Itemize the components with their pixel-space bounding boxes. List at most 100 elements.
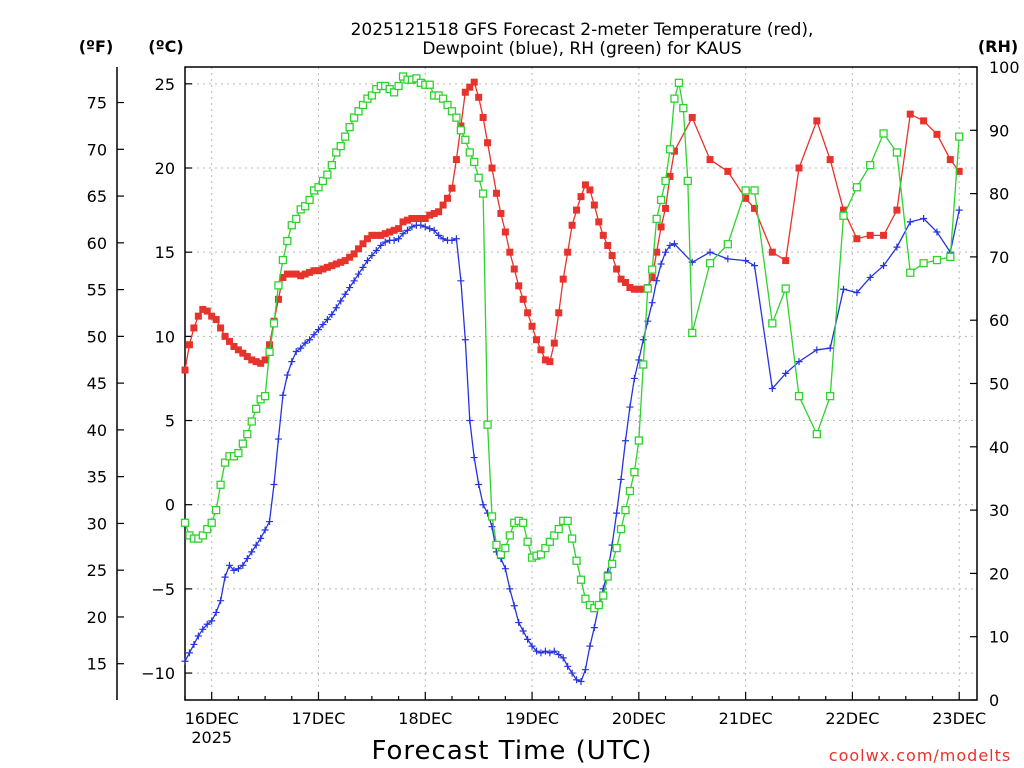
dewpoint-point <box>452 235 460 243</box>
dewpoint-point <box>546 649 554 657</box>
dewpoint-point <box>323 316 331 324</box>
series-rh <box>180 72 964 613</box>
dewpoint-point <box>430 226 438 234</box>
dewpoint-point <box>590 624 598 632</box>
dewpoint-point <box>470 454 478 462</box>
celsius-unit-label: (ºC) <box>148 37 183 56</box>
dewpoint-point <box>448 236 456 244</box>
data-series <box>180 72 964 685</box>
temperature-point <box>840 206 848 214</box>
dewpoint-point <box>742 257 750 265</box>
temperature-point <box>239 349 247 357</box>
celsius-tick-label: 20 <box>155 159 175 178</box>
fahrenheit-tick-label: 45 <box>87 374 107 393</box>
rh-point <box>656 195 666 205</box>
rh-point <box>443 100 452 110</box>
temperature-point <box>724 167 732 175</box>
dewpoint-point <box>217 597 225 605</box>
temperature-point <box>283 270 291 278</box>
rh-point <box>603 572 612 581</box>
temperature-point <box>519 295 527 303</box>
temperature-point <box>573 206 581 214</box>
temperature-point <box>372 231 380 239</box>
dewpoint-point <box>586 642 594 650</box>
rh-point <box>643 284 652 293</box>
rh-point <box>639 360 648 369</box>
temperature-point <box>359 240 367 248</box>
rh-point <box>866 160 875 170</box>
chart-subtitle: Dewpoint (blue), RH (green) for KAUS <box>422 39 741 59</box>
rh-point <box>576 575 586 584</box>
rh-point <box>336 141 345 151</box>
temperature-point <box>577 193 585 201</box>
dewpoint-point <box>564 662 572 670</box>
rh-point <box>523 537 532 546</box>
dewpoint-point <box>893 243 901 251</box>
rh-point <box>367 91 377 100</box>
temperature-point <box>604 241 612 249</box>
temperature-point <box>524 309 532 317</box>
dewpoint-point <box>826 344 834 352</box>
temperature-point <box>248 356 256 364</box>
rh-point <box>625 486 635 496</box>
dewpoint-point <box>248 548 256 556</box>
rh-point <box>274 281 283 290</box>
temperature-point <box>564 248 572 256</box>
dewpoint-point <box>501 565 509 573</box>
celsius-tick-label: −10 <box>141 664 175 683</box>
dewpoint-point <box>417 221 425 229</box>
rh-point <box>349 113 359 122</box>
temperature-point <box>515 282 523 290</box>
rh-point <box>300 202 310 211</box>
axes: 2520151050−5−107570656055504540353025201… <box>87 58 1020 747</box>
dewpoint-point <box>239 561 247 569</box>
temperature-point <box>906 110 914 118</box>
temperature-point <box>599 231 607 239</box>
rh-point <box>332 148 341 157</box>
rh-point <box>505 531 514 540</box>
temperature-point <box>368 231 376 239</box>
rh-point <box>750 186 759 195</box>
series-temperature <box>181 78 963 374</box>
credit-link[interactable]: coolwx.com/modelts <box>829 746 1011 765</box>
rh-point <box>879 129 888 138</box>
rh-point <box>688 328 697 338</box>
temperature-point <box>230 342 238 350</box>
rh-tick-label: 20 <box>989 564 1009 583</box>
temperature-point <box>306 268 314 276</box>
temperature-point <box>261 356 269 364</box>
dewpoint-point <box>266 518 274 526</box>
rh-unit-label: (RH) <box>978 37 1018 56</box>
dewpoint-point <box>395 235 403 243</box>
rh-point <box>932 255 942 265</box>
x-tick-label: 19DEC <box>505 709 559 728</box>
temperature-point <box>533 336 541 344</box>
temperature-point <box>221 332 229 340</box>
rh-point <box>781 284 790 293</box>
dewpoint-point <box>795 358 803 366</box>
x-tick-label: 23DEC <box>932 709 986 728</box>
dewpoint-point <box>421 223 429 231</box>
rh-point <box>394 81 403 91</box>
celsius-tick-label: 0 <box>165 496 175 515</box>
dewpoint-point <box>537 649 545 657</box>
rh-point <box>501 543 510 553</box>
fahrenheit-tick-label: 20 <box>87 608 107 627</box>
rh-point <box>341 132 350 141</box>
temperature-point <box>341 257 349 265</box>
fahrenheit-tick-label: 70 <box>87 140 107 159</box>
rh-point <box>634 436 643 445</box>
rh-point <box>683 176 692 186</box>
dewpoint-point <box>332 304 340 312</box>
rh-point <box>354 107 363 116</box>
temperature-point <box>190 324 198 332</box>
rh-point <box>252 404 261 413</box>
rh-point <box>265 347 274 357</box>
rh-point <box>180 518 190 527</box>
dewpoint-point <box>288 358 296 366</box>
rh-point <box>723 240 732 249</box>
dewpoint-point <box>510 602 518 610</box>
rh-point <box>496 550 506 559</box>
dewpoint-point <box>328 310 336 318</box>
